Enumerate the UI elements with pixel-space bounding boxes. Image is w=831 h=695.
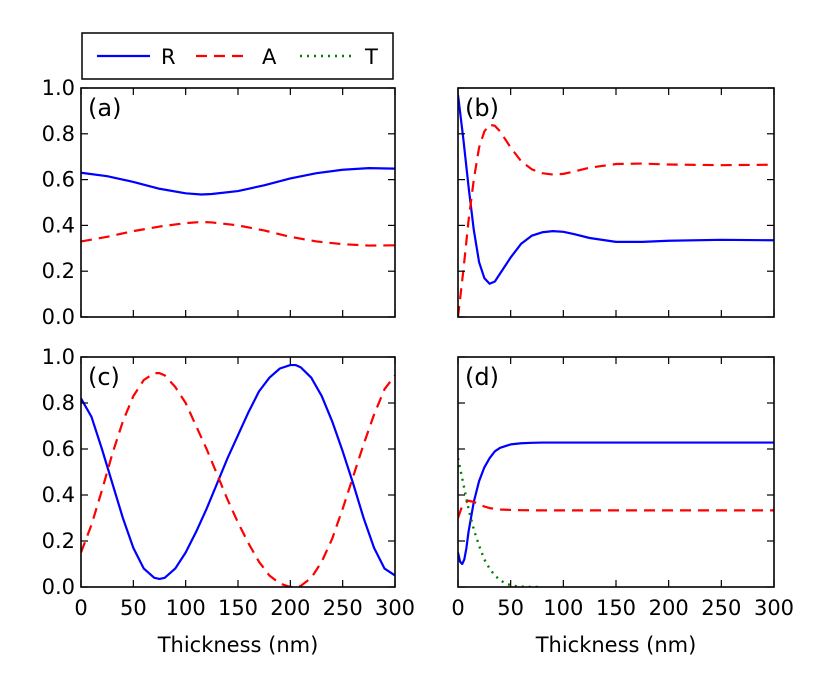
panel-c-xtick-label: 250 bbox=[323, 596, 363, 620]
panel-d-xtick-label: 150 bbox=[596, 596, 636, 620]
panel-b: (b) bbox=[457, 87, 775, 318]
panel-b-series-r-line bbox=[458, 94, 774, 285]
panel-d-xtick-label: 300 bbox=[754, 596, 794, 620]
panel-d-xlabel: Thickness (nm) bbox=[535, 633, 697, 657]
panel-d-xtick-label: 250 bbox=[701, 596, 741, 620]
panel-a-series-r-line bbox=[81, 167, 395, 196]
panel-c-label: (c) bbox=[88, 363, 120, 391]
panel-a-ytick-label: 0.8 bbox=[42, 122, 75, 146]
panel-b-frame bbox=[457, 87, 775, 318]
panel-c-ytick-label: 0.0 bbox=[42, 575, 75, 599]
panel-d-label: (d) bbox=[465, 363, 499, 391]
panel-c-xtick-label: 0 bbox=[74, 596, 87, 620]
panel-b-series-a-line bbox=[458, 123, 774, 317]
panel-c-ytick-label: 0.6 bbox=[42, 437, 75, 461]
panel-d-series-r-line bbox=[458, 441, 774, 566]
panel-c-series-r-line bbox=[81, 363, 395, 581]
panel-c-series-a-line bbox=[81, 372, 395, 587]
panel-d-xtick-label: 100 bbox=[543, 596, 583, 620]
panel-c-xtick-label: 50 bbox=[120, 596, 147, 620]
panel-c-ytick-label: 1.0 bbox=[42, 345, 75, 369]
panel-a-ytick-label: 0.0 bbox=[42, 305, 75, 329]
legend-label-t: T bbox=[364, 45, 378, 69]
panel-a-frame bbox=[80, 87, 396, 318]
panel-c-xlabel: Thickness (nm) bbox=[157, 633, 319, 657]
panel-a-ytick-label: 0.2 bbox=[42, 259, 75, 283]
panel-a: 0.0 0.2 0.4 0.6 0.8 1.0 (a) bbox=[42, 76, 396, 329]
panel-c-xtick-label: 100 bbox=[166, 596, 206, 620]
panel-c-ytick-label: 0.2 bbox=[42, 529, 75, 553]
legend-label-r: R bbox=[161, 45, 176, 69]
panel-d-series-a-line bbox=[458, 499, 774, 519]
panel-c-ytick-label: 0.4 bbox=[42, 483, 75, 507]
panel-a-ytick-label: 0.6 bbox=[42, 168, 75, 192]
panel-c-xtick-label: 300 bbox=[375, 596, 415, 620]
panel-d-xtick-label: 200 bbox=[649, 596, 689, 620]
panel-a-label: (a) bbox=[88, 94, 121, 122]
panel-c: 0 50 100 150 200 250 300 0.0 0.2 0.4 0.6 0.8 1.0 (c) T… bbox=[42, 345, 415, 657]
panels: 0.0 0.2 0.4 0.6 0.8 1.0 (a) (b) 0 50 100 150 200 250 3… bbox=[42, 76, 794, 657]
panel-a-series-a-line bbox=[81, 220, 395, 247]
panel-a-ytick-label: 0.4 bbox=[42, 213, 75, 237]
panel-c-ytick-label: 0.8 bbox=[42, 391, 75, 415]
panel-d: 0 50 100 150 200 250 300 (d) Thickness (nm) bbox=[451, 356, 794, 657]
panel-d-xtick-label: 50 bbox=[497, 596, 524, 620]
panel-c-xtick-label: 200 bbox=[270, 596, 310, 620]
panel-b-label: (b) bbox=[465, 94, 499, 122]
legend-label-a: A bbox=[262, 45, 277, 69]
panel-d-xtick-label: 0 bbox=[451, 596, 464, 620]
panel-a-ytick-label: 1.0 bbox=[42, 76, 75, 100]
panel-c-xtick-label: 150 bbox=[218, 596, 258, 620]
panel-c-frame bbox=[80, 356, 396, 588]
panel-d-frame bbox=[457, 356, 775, 588]
legend: R A T bbox=[81, 32, 394, 80]
